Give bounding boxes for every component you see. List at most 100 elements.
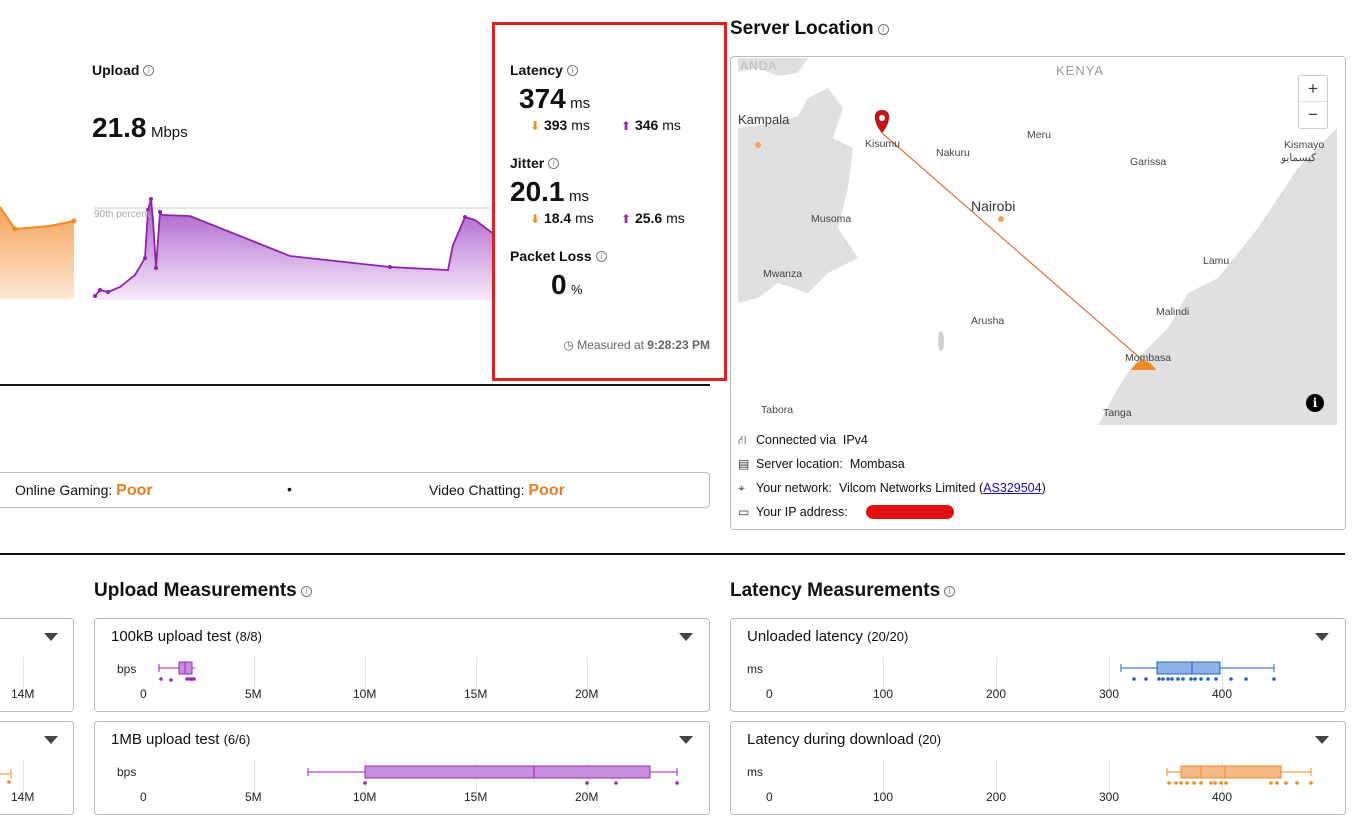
test-name: Unloaded latency — [747, 628, 863, 645]
network-row: ⌖ Your network: Vilcom Networks Limited (… — [738, 481, 1046, 496]
map-label-malindi: Malindi — [1156, 306, 1190, 318]
latency-up-value: 346 — [634, 117, 659, 133]
video-label: Video Chatting: — [429, 482, 525, 498]
map-label-arusha: Arusha — [971, 315, 1005, 327]
latency-measurements-title: Latency Measurements — [730, 580, 941, 601]
info-icon[interactable]: i — [548, 158, 560, 170]
zoom-in-button[interactable]: + — [1299, 76, 1327, 102]
unit-label: ms — [747, 662, 763, 676]
latency-highlight-box: Latency i 374 ms ⬇ 393 ms ⬆ 346 ms Jitter… — [492, 22, 727, 381]
download-test-card-partial[interactable]: 14M — [0, 721, 74, 815]
axis-tick: 200 — [986, 687, 1007, 701]
axis-tick: 14M — [11, 687, 35, 701]
axis-tick: 100 — [873, 687, 894, 701]
axis-tick: 10M — [353, 687, 377, 701]
test-count: (8/8) — [235, 629, 262, 644]
map-label-kisumu: Kisumu — [865, 138, 901, 150]
unit-label: ms — [747, 765, 763, 779]
network-close: ) — [1041, 481, 1046, 495]
info-icon[interactable]: i — [566, 65, 578, 77]
info-icon[interactable]: i — [877, 24, 889, 36]
axis-tick: 20M — [575, 790, 599, 804]
partial-boxplot — [0, 769, 12, 784]
location-label: Server location: — [756, 457, 843, 471]
ip-redaction — [866, 505, 954, 519]
latency-test-card[interactable]: Unloaded latency (20/20) ms 0 100 200 30… — [730, 618, 1346, 712]
latency-boxplot-download — [1166, 765, 1313, 785]
map[interactable]: ANDA KENYA Kampala Kisumu Nakuru Meru Ga… — [738, 58, 1337, 425]
axis-tick: 15M — [464, 790, 488, 804]
upload-unit: Mbps — [150, 124, 188, 141]
test-count: (20/20) — [867, 629, 909, 644]
axis-tick: 0 — [140, 790, 147, 804]
map-label-kampala: Kampala — [738, 112, 790, 127]
map-label-tanga: Tanga — [1103, 407, 1132, 419]
packet-loss-unit: % — [571, 282, 583, 297]
latency-label: Latency — [510, 62, 563, 78]
download-test-card-partial[interactable]: 14M — [0, 618, 74, 712]
upload-boxplot-1mb — [307, 765, 679, 785]
axis-tick: 15M — [464, 687, 488, 701]
location-value: Mombasa — [849, 457, 905, 471]
axis-tick: 300 — [1099, 687, 1120, 701]
test-count: (20) — [917, 732, 942, 747]
ms-unit: ms — [575, 210, 594, 226]
percentile-label: 90th percentile — [94, 209, 150, 220]
info-icon[interactable]: i — [944, 586, 956, 598]
chevron-down-icon[interactable] — [44, 736, 58, 744]
unit-label: bps — [117, 662, 137, 676]
upload-test-card[interactable]: 1MB upload test (6/6) bps 0 5M 10M 15M 2… — [94, 721, 710, 815]
download-arrow-icon: ⬇ — [530, 119, 541, 133]
chevron-down-icon[interactable] — [1315, 736, 1329, 744]
upload-title: Upload i — [92, 62, 155, 80]
map-label-kenya: KENYA — [1056, 63, 1105, 78]
info-icon[interactable]: i — [143, 65, 155, 77]
quality-bar: Online Gaming: Poor • Video Chatting: Po… — [0, 472, 710, 508]
info-icon[interactable]: i — [300, 586, 312, 598]
upload-value-group: 21.8 Mbps — [92, 112, 188, 144]
chevron-down-icon[interactable] — [679, 736, 693, 744]
axis-tick: 0 — [766, 790, 773, 804]
upload-chart — [93, 197, 495, 300]
map-label-nakuru: Nakuru — [936, 147, 970, 159]
connected-value: IPv4 — [842, 433, 868, 447]
map-label-meru: Meru — [1027, 129, 1051, 141]
chevron-down-icon[interactable] — [44, 633, 58, 641]
zoom-out-button[interactable]: − — [1308, 105, 1318, 124]
info-icon[interactable]: i — [595, 251, 607, 263]
as-link[interactable]: AS329504 — [983, 481, 1042, 495]
axis-tick: 0 — [140, 687, 147, 701]
test-name: Latency during download — [747, 731, 914, 748]
connected-label: Connected via — [756, 433, 836, 447]
chevron-down-icon[interactable] — [679, 633, 693, 641]
server-location-title: Server Location — [730, 18, 874, 39]
separator: • — [287, 481, 292, 497]
map-label-musoma: Musoma — [811, 213, 852, 225]
axis-tick: 100 — [873, 790, 894, 804]
map-label-anda: ANDA — [740, 59, 778, 73]
latency-unit: ms — [570, 95, 591, 112]
ms-unit: ms — [571, 117, 590, 133]
latency-test-card[interactable]: Latency during download (20) ms 0 100 20… — [730, 721, 1346, 815]
upload-label: Upload — [92, 62, 140, 78]
map-label-mwanza: Mwanza — [763, 268, 803, 280]
map-info-icon[interactable]: i — [1306, 394, 1324, 412]
test-title: Latency during download (20) — [747, 731, 941, 748]
axis-tick: 5M — [245, 790, 262, 804]
packet-loss-label: Packet Loss — [510, 248, 592, 264]
axis-tick: 400 — [1212, 687, 1233, 701]
ms-unit: ms — [666, 210, 685, 226]
map-label-tabora: Tabora — [761, 404, 794, 416]
upload-test-card[interactable]: 100kB upload test (8/8) bps 0 5M 10M 15M… — [94, 618, 710, 712]
id-card-icon: ▭ — [738, 505, 750, 519]
measured-at: ◷ Measured at 9:28:23 PM — [563, 338, 710, 352]
map-label-nairobi: Nairobi — [971, 198, 1016, 214]
chevron-down-icon[interactable] — [1315, 633, 1329, 641]
jitter-down-value: 18.4 — [543, 210, 572, 226]
axis-tick: 5M — [245, 687, 262, 701]
latency-value: 374 — [519, 83, 566, 114]
jitter-unit: ms — [568, 188, 589, 205]
upload-arrow-icon: ⬆ — [621, 212, 632, 226]
zoom-controls: + − — [1298, 75, 1328, 129]
map-label-garissa: Garissa — [1130, 156, 1167, 168]
